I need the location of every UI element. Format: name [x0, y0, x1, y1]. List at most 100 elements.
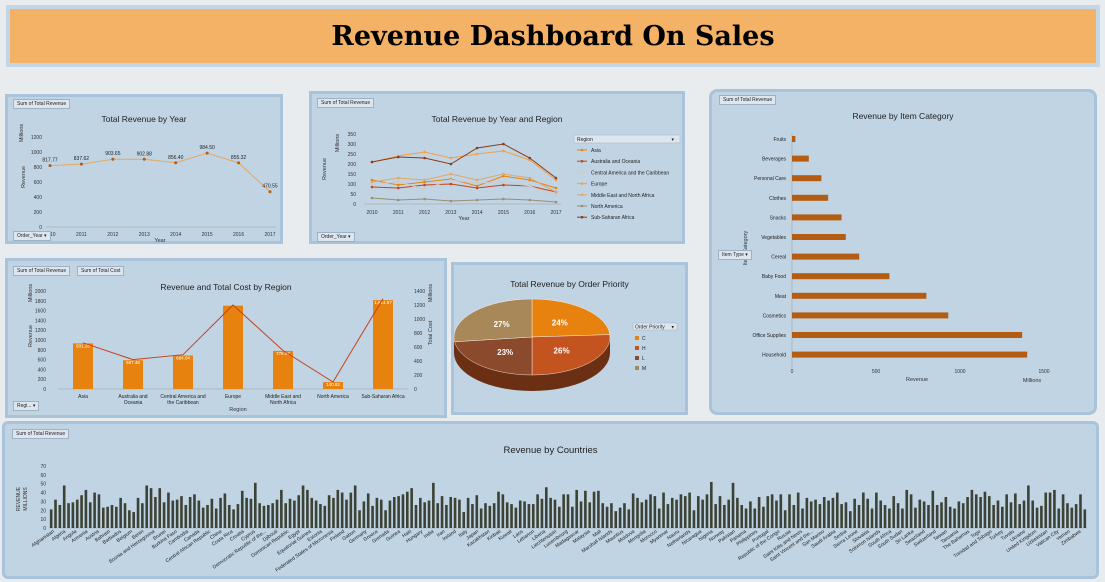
bar: [549, 497, 552, 528]
panel-revenue-by-countries: Sum of Total Revenue Revenue by Countrie…: [2, 421, 1099, 579]
data-point: [528, 158, 532, 162]
y-tick-label: 250: [348, 152, 357, 158]
bar: [284, 503, 288, 528]
bar: [627, 509, 631, 528]
filter-sum-total-revenue-5[interactable]: Sum of Total Revenue: [12, 429, 70, 439]
bar: [605, 506, 609, 528]
filter-order-year[interactable]: Order_Year ▾: [13, 231, 51, 241]
legend-swatch: [635, 356, 639, 360]
data-point: [528, 198, 532, 202]
bar: [353, 485, 357, 528]
bar: [223, 493, 227, 528]
legend-marker: [580, 159, 584, 163]
bar: [792, 292, 927, 299]
panel-revenue-by-item: Sum of Total Revenue Revenue by Item Cat…: [709, 89, 1097, 415]
x-tick-label: Middle East and: [265, 394, 301, 400]
data-point: [475, 184, 479, 188]
bar: [427, 500, 431, 528]
bar: [223, 305, 243, 389]
bar: [840, 504, 843, 528]
bar: [1009, 502, 1013, 528]
bar: [723, 504, 726, 528]
data-label: 684.04: [176, 355, 190, 360]
bar: [662, 492, 665, 528]
y-tick-label: 150: [348, 172, 357, 178]
bar: [154, 497, 157, 528]
bar: [792, 155, 809, 162]
filter-sum-total-revenue-3[interactable]: Sum of Total Revenue: [719, 95, 777, 105]
filter-region[interactable]: Regi... ▾: [13, 401, 40, 411]
bar: [992, 504, 995, 528]
y-axis-title: REVENUE: [16, 486, 22, 511]
bar: [280, 489, 283, 528]
y2-tick-label: 800: [414, 331, 423, 337]
bar: [688, 492, 691, 528]
bar: [710, 481, 713, 528]
bar: [440, 496, 444, 528]
bar: [158, 488, 162, 528]
bar: [566, 494, 570, 528]
bar: [610, 503, 613, 528]
bar: [888, 508, 891, 528]
bar: [1083, 509, 1087, 528]
y-tick-label: 1600: [35, 309, 46, 315]
y-tick-label: 0: [43, 526, 46, 532]
bar: [866, 498, 869, 528]
bar: [666, 504, 670, 528]
bar: [423, 502, 426, 528]
bar: [173, 355, 193, 389]
data-point: [370, 185, 374, 189]
bar: [162, 502, 166, 528]
bar: [319, 504, 322, 528]
data-point: [475, 198, 479, 202]
bar: [835, 492, 839, 528]
filter-sum-total-revenue[interactable]: Sum of Total Revenue: [13, 99, 71, 109]
bar: [384, 510, 387, 528]
pie-slice: [531, 298, 611, 338]
bar: [801, 508, 804, 528]
series-line: [49, 152, 271, 193]
y-tick-label: 100: [348, 182, 357, 188]
legend-swatch: [635, 366, 639, 370]
legend-item: North America: [591, 204, 623, 210]
data-point: [475, 152, 479, 156]
legend-item: C: [642, 336, 646, 342]
cost-line: [82, 298, 384, 383]
filter-order-year-2[interactable]: Order_Year ▾: [317, 232, 355, 242]
chart-title-region-year: Total Revenue by Year and Region: [431, 114, 563, 124]
data-point: [423, 178, 426, 182]
bar: [983, 491, 987, 528]
bar: [488, 505, 492, 528]
y-tick-label: 300: [348, 142, 357, 148]
bar: [683, 496, 687, 528]
y2-tick-label: 1000: [414, 317, 425, 323]
y2-tick-label: 600: [414, 345, 423, 351]
bar: [770, 494, 774, 528]
bar: [640, 502, 644, 528]
bar: [210, 498, 214, 528]
chart-title-year: Total Revenue by Year: [101, 114, 187, 124]
bar: [631, 493, 635, 528]
y-axis-title: Revenue: [21, 166, 27, 188]
y-tick-label: 40: [40, 491, 46, 497]
bar: [1048, 492, 1052, 528]
bar: [75, 499, 79, 528]
data-point: [48, 164, 52, 168]
bar: [792, 253, 860, 260]
x-tick-label: 1500: [1038, 369, 1049, 375]
x-tick-label: 2012: [107, 232, 118, 238]
series-line: [371, 173, 557, 193]
filter-sum-total-revenue-2[interactable]: Sum of Total Revenue: [317, 98, 375, 108]
filter-sum-total-cost[interactable]: Sum of Total Cost: [77, 266, 125, 276]
bar: [571, 506, 574, 528]
bar: [527, 504, 531, 528]
filter-sum-total-revenue-4[interactable]: Sum of Total Revenue: [13, 266, 71, 276]
y-axis-title: Revenue: [28, 325, 34, 347]
filter-item-type[interactable]: Item Type ▾: [718, 250, 752, 260]
pie-slice: [453, 298, 533, 342]
data-point: [396, 198, 400, 202]
bar: [714, 504, 717, 528]
x-tick-label: 2011: [76, 232, 87, 238]
y-tick-label: 60: [40, 473, 46, 479]
data-point: [396, 186, 400, 190]
